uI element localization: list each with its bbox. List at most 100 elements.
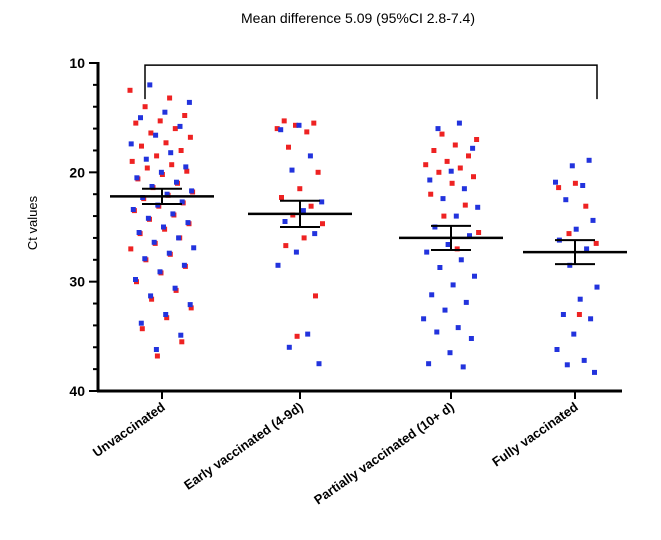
red-point: [167, 95, 173, 101]
mean-ci-bars: [110, 187, 627, 266]
blue-point: [448, 168, 454, 174]
blue-point: [164, 191, 170, 197]
blue-point: [586, 157, 592, 163]
blue-point: [427, 177, 433, 183]
red-point: [439, 131, 445, 137]
blue-point: [138, 115, 143, 121]
x-category-label: Fully vaccinated: [489, 399, 581, 469]
blue-point: [426, 361, 432, 367]
blue-point: [590, 217, 596, 223]
red-point: [139, 143, 144, 149]
red-point: [157, 118, 163, 124]
blue-point: [461, 186, 467, 192]
red-point: [297, 186, 303, 192]
blue-point: [435, 126, 441, 132]
axes: 10 20 30 40: [69, 55, 622, 399]
red-point: [462, 202, 468, 208]
red-point: [294, 333, 300, 339]
chart-title: Mean difference 5.09 (95%CI 2.8-7.4): [241, 10, 475, 26]
blue-point: [468, 336, 474, 341]
red-point: [572, 180, 578, 186]
red-point: [452, 142, 458, 148]
red-point: [184, 168, 190, 174]
blue-point: [424, 249, 430, 255]
blue-point: [553, 179, 558, 185]
blue-point: [455, 325, 461, 331]
blue-point: [142, 256, 148, 262]
blue-point: [168, 150, 174, 156]
blue-point: [458, 257, 464, 263]
red-point: [474, 137, 480, 142]
blue-point: [319, 199, 325, 205]
blue-point: [312, 231, 318, 237]
blue-point: [143, 156, 149, 162]
blue-point: [170, 211, 176, 217]
blue-point: [162, 109, 168, 115]
red-point: [576, 312, 582, 317]
blue-point: [134, 175, 140, 181]
blue-point: [296, 122, 302, 128]
blue-point: [560, 312, 566, 317]
blue-point: [554, 347, 560, 352]
blue-point: [174, 179, 179, 185]
blue-point: [166, 250, 172, 256]
red-point: [188, 305, 194, 311]
red-point: [286, 144, 291, 150]
blue-point: [437, 265, 443, 270]
blue-point: [450, 282, 456, 288]
red-point: [301, 235, 307, 241]
y-tick-label: 10: [69, 55, 85, 71]
red-point: [279, 195, 284, 200]
blue-point: [456, 120, 462, 126]
red-point: [457, 165, 463, 171]
blue-point: [467, 233, 472, 239]
blue-point: [138, 320, 144, 326]
x-category-labels: Unvaccinated Early vaccinated (4-9d) Parti…: [90, 399, 581, 507]
red-point: [172, 126, 178, 132]
blue-point: [148, 293, 154, 299]
blue-point: [189, 188, 195, 194]
blue-point: [569, 163, 575, 169]
blue-point: [178, 332, 184, 338]
red-point: [444, 158, 450, 164]
red-point: [148, 130, 154, 136]
blue-point: [440, 196, 446, 202]
red-point: [556, 185, 562, 191]
red-point: [436, 169, 442, 175]
red-point: [308, 203, 314, 209]
red-point: [431, 148, 437, 153]
blue-point: [577, 296, 583, 302]
blue-point: [275, 262, 281, 268]
blue-point: [181, 262, 187, 268]
blue-point: [442, 307, 448, 313]
red-point: [566, 231, 572, 237]
blue-point: [172, 285, 178, 291]
blue-point: [475, 204, 481, 210]
blue-point: [183, 164, 189, 170]
red-point: [128, 246, 134, 252]
blue-point: [153, 132, 159, 138]
blue-point: [187, 302, 193, 308]
blue-point: [149, 184, 155, 189]
blue-point: [179, 199, 185, 205]
red-point: [471, 174, 476, 180]
red-point: [593, 240, 599, 246]
blue-point: [130, 207, 136, 212]
blue-point: [588, 316, 594, 322]
blue-point: [158, 169, 164, 175]
red-point: [129, 158, 135, 164]
blue-point: [472, 273, 477, 279]
blue-point: [564, 362, 570, 368]
red-point: [178, 148, 184, 153]
blue-point: [289, 167, 295, 173]
blue-point: [186, 99, 192, 105]
red-point: [315, 169, 321, 175]
blue-point: [286, 344, 292, 350]
red-point: [293, 122, 298, 128]
blue-point: [157, 269, 163, 275]
red-point: [154, 153, 160, 159]
blue-point: [161, 224, 166, 230]
red-point: [164, 315, 170, 321]
red-point: [311, 120, 317, 126]
